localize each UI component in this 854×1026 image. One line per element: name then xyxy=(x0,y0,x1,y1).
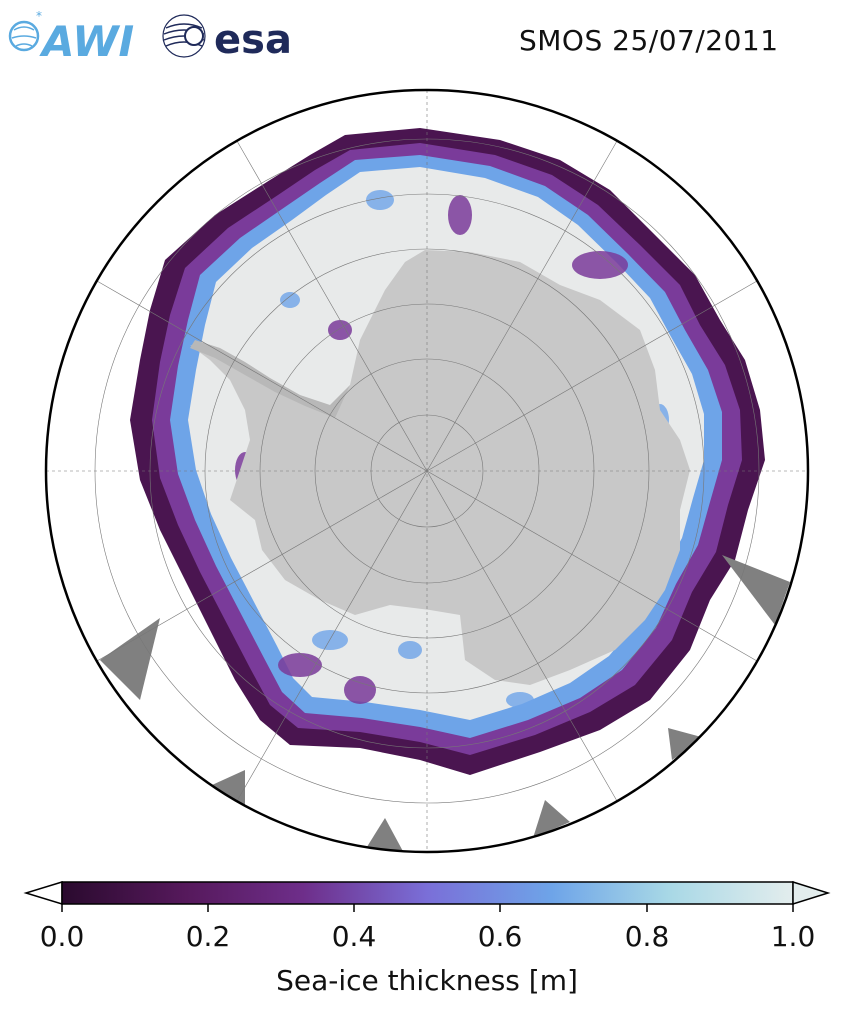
graticule xyxy=(46,90,808,852)
map-boundary xyxy=(44,88,810,854)
colorbar-gradient xyxy=(61,881,794,905)
awi-logo-text: AWI xyxy=(39,17,134,66)
colorbar-ticks xyxy=(61,904,794,912)
logos: * AWI esa xyxy=(8,9,292,66)
polar-map xyxy=(44,88,810,854)
svg-text:*: * xyxy=(36,9,42,23)
colorbar xyxy=(23,880,831,912)
colorbar-tick-label: 0.8 xyxy=(624,920,670,953)
colorbar-extend-low xyxy=(23,880,63,906)
colorbar-tick-label: 0.0 xyxy=(39,920,85,953)
no-data-regions xyxy=(100,555,790,852)
colorbar-label: Sea-ice thickness [m] xyxy=(276,964,578,997)
colorbar-tick-label: 1.0 xyxy=(770,920,816,953)
antarctica-land xyxy=(190,250,690,685)
colorbar-tick-label: 0.6 xyxy=(477,920,523,953)
antarctic-peninsula xyxy=(190,340,350,418)
map-title: SMOS 25/07/2011 xyxy=(519,24,779,57)
esa-logo: esa xyxy=(162,14,292,63)
colorbar-extend-high xyxy=(792,880,831,906)
colorbar-tick-label: 0.2 xyxy=(185,920,231,953)
awi-logo: * AWI xyxy=(8,9,134,66)
colorbar-tick-label: 0.4 xyxy=(331,920,377,953)
esa-logo-text: esa xyxy=(214,17,292,63)
